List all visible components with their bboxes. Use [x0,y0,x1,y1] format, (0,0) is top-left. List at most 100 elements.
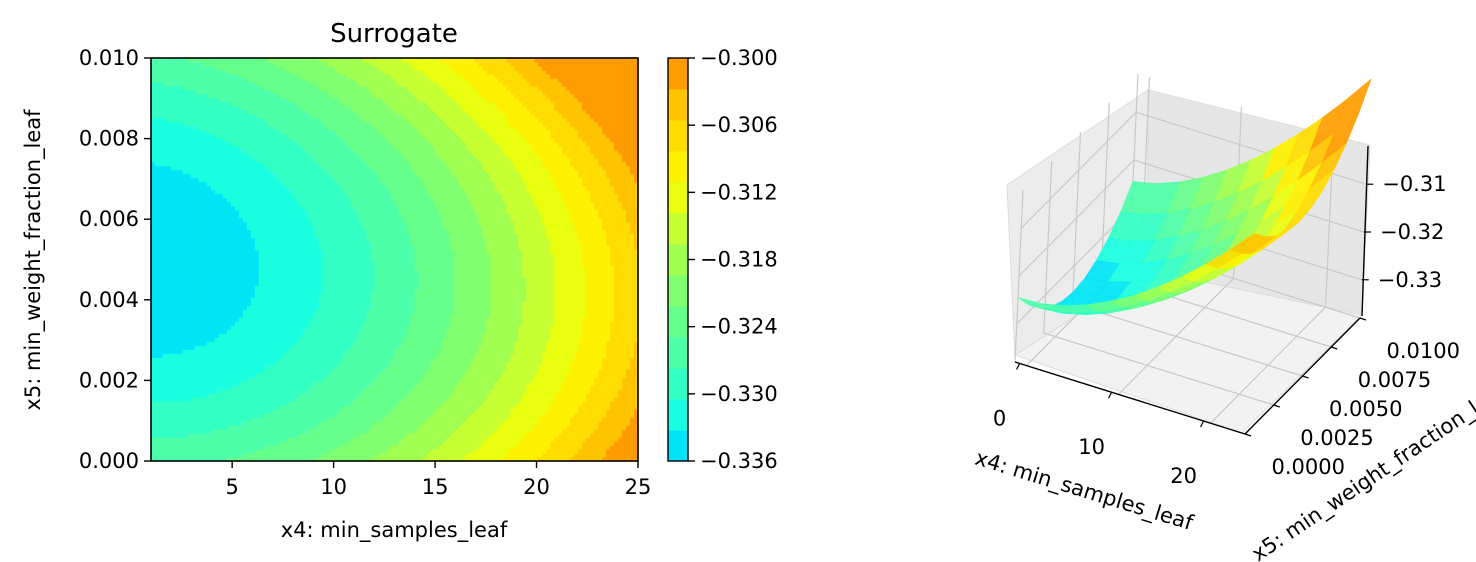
contour-cell [298,205,304,211]
contour-cell [206,389,212,394]
contour-cell [290,449,296,454]
contour-cell [206,197,212,203]
contour-cell [186,157,192,163]
contour-cell [194,321,200,326]
contour-cell [322,361,328,366]
contour-cell [326,117,332,123]
contour-cell [314,58,320,63]
contour-cell [266,77,272,83]
contour-cell [194,293,200,299]
contour-cell [234,341,240,346]
contour-cell [166,409,172,414]
contour-cell [234,233,240,239]
contour-cell [234,253,240,259]
contour-cell [246,233,252,239]
contour-cell [258,97,264,103]
contour-cell [258,445,264,450]
contour-cell [174,93,180,99]
contour-cell [230,341,236,346]
contour-cell [302,401,308,406]
contour-cell [282,281,288,287]
contour-cell [186,85,192,91]
contour-cell [318,245,324,251]
contour-cell [310,245,316,251]
contour-cell [278,353,284,358]
contour-cell [246,389,252,394]
contour-cell [238,281,244,287]
contour-cell [174,325,180,330]
contour-cell [238,405,244,410]
contour-cell [178,69,184,75]
contour-cell [190,337,196,342]
contour-cell [338,85,344,91]
contour-cell [178,229,184,235]
contour-cell [282,125,288,131]
contour-cell [174,69,180,75]
contour-cell [234,161,240,167]
contour-cell [258,293,264,299]
contour-cell [226,297,232,302]
contour-cell [322,173,328,179]
contour-cell [298,97,304,103]
contour-cell [186,289,192,295]
contour-cell [210,97,216,103]
contour-cell [318,449,324,454]
contour-cell [254,197,260,203]
contour-cell [294,225,300,231]
contour-cell [306,157,312,163]
contour-cell [342,249,348,255]
contour-cell [170,77,176,83]
contour-cell [330,117,336,123]
contour-cell [298,413,304,418]
contour-cell [162,333,168,338]
contour-cell [290,241,296,247]
contour-cell [178,289,184,295]
contour-cell [182,245,188,251]
contour-cell [302,337,308,342]
contour-cell [194,385,200,390]
contour-cell [218,105,224,111]
contour-cell [290,113,296,119]
contour-cell [238,433,244,438]
contour-cell [162,433,168,438]
contour-cell [182,285,188,291]
contour-cell [294,413,300,418]
contour-cell [314,121,320,127]
contour-cell [294,445,300,450]
contour-cell [186,393,192,398]
contour-cell [182,329,188,334]
contour-cell [170,173,176,179]
contour-cell [334,373,340,378]
contour-cell [250,389,256,394]
contour-cell [154,133,160,139]
contour-cell [274,389,280,394]
contour-cell [250,417,256,422]
contour-cell [298,233,304,239]
contour-cell [254,281,260,287]
contour-cell [162,225,168,231]
contour-cell [182,397,188,402]
contour-cell [194,437,200,442]
contour-cell [326,285,332,291]
contour-cell [214,217,220,223]
contour-cell [310,73,316,79]
contour-cell [318,441,324,446]
contour-cell [334,385,340,390]
contour-cell [314,297,320,302]
contour-cell [246,169,252,175]
contour-cell [270,173,276,179]
contour-cell [186,125,192,131]
contour-cell [230,233,236,239]
contour-cell [238,73,244,79]
contour-cell [218,73,224,79]
contour-cell [230,317,236,322]
contour-cell [210,85,216,91]
contour-cell [254,409,260,414]
contour-cell [278,289,284,295]
contour-cell [338,409,344,414]
contour-cell [166,201,172,207]
contour-cell [266,161,272,167]
contour-cell [154,121,160,127]
contour-cell [342,141,348,147]
contour-cell [270,129,276,135]
